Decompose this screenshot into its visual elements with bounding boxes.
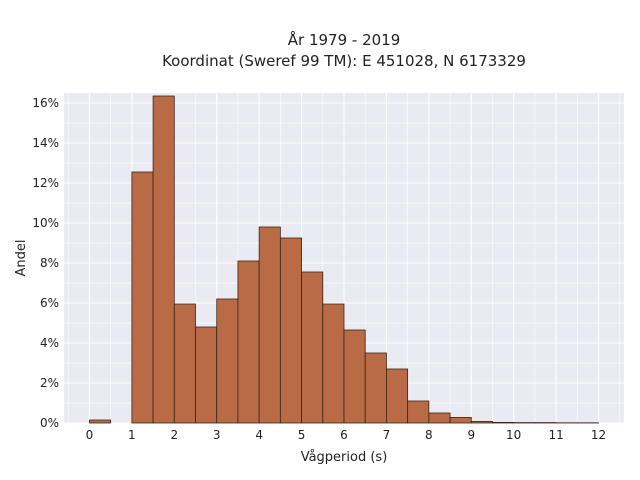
y-axis-ticks: 0% 2% 4% 6% 8% 10% 12% 14% 16% xyxy=(32,96,59,430)
histogram-bar xyxy=(237,260,260,424)
chart-subtitle: Koordinat (Sweref 99 TM): E 451028, N 61… xyxy=(162,52,526,70)
y-tick-label: 6% xyxy=(40,296,59,310)
x-tick-label: 3 xyxy=(213,428,221,442)
y-tick-label: 16% xyxy=(32,96,59,110)
histogram-bar xyxy=(258,226,281,424)
histogram-bar xyxy=(216,298,239,424)
histogram-bar xyxy=(131,171,154,424)
chart-title: År 1979 - 2019 xyxy=(288,30,401,49)
x-axis-ticks: 0 1 2 3 4 5 6 7 8 9 10 11 12 xyxy=(86,428,607,442)
histogram-bar xyxy=(492,421,515,424)
histogram-bar xyxy=(195,326,218,424)
x-tick-label: 5 xyxy=(298,428,306,442)
x-tick-label: 9 xyxy=(467,428,475,442)
x-tick-label: 4 xyxy=(255,428,263,442)
x-tick-label: 0 xyxy=(86,428,94,442)
y-tick-label: 8% xyxy=(40,256,59,270)
x-tick-label: 10 xyxy=(506,428,521,442)
y-tick-label: 4% xyxy=(40,336,59,350)
histogram-bar xyxy=(89,419,112,424)
histogram-bar xyxy=(152,95,175,424)
histogram-bar xyxy=(322,303,345,424)
histogram-bar xyxy=(343,329,366,424)
y-tick-label: 2% xyxy=(40,376,59,390)
histogram-bar xyxy=(449,416,472,424)
x-tick-label: 1 xyxy=(128,428,136,442)
y-tick-label: 10% xyxy=(32,216,59,230)
y-tick-label: 14% xyxy=(32,136,59,150)
histogram-bar xyxy=(364,352,387,424)
bars xyxy=(89,95,599,424)
y-tick-label: 0% xyxy=(40,416,59,430)
x-tick-label: 7 xyxy=(383,428,391,442)
x-tick-label: 11 xyxy=(548,428,563,442)
histogram-bar xyxy=(428,412,451,424)
y-tick-label: 12% xyxy=(32,176,59,190)
x-tick-label: 8 xyxy=(425,428,433,442)
x-axis-label: Vågperiod (s) xyxy=(301,450,388,465)
x-tick-label: 2 xyxy=(170,428,178,442)
histogram-bar xyxy=(470,420,493,424)
histogram-bar xyxy=(386,368,409,424)
histogram-bar xyxy=(173,303,196,424)
y-axis-label: Andel xyxy=(14,240,29,277)
histogram-bar xyxy=(279,237,302,424)
histogram-bar xyxy=(301,271,324,424)
x-tick-label: 6 xyxy=(340,428,348,442)
histogram-bar xyxy=(407,400,430,424)
x-tick-label: 12 xyxy=(591,428,606,442)
